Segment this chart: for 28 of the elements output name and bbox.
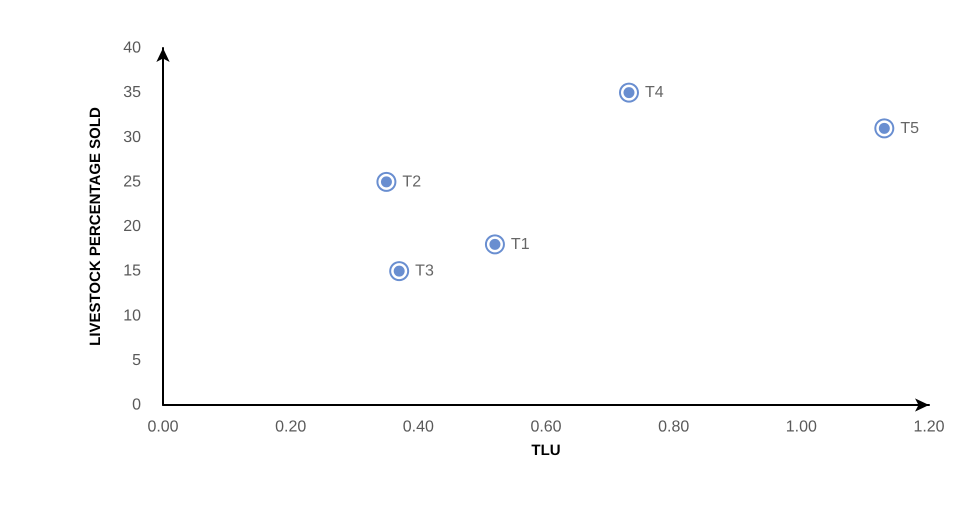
point: [874, 118, 894, 138]
annotation: T4: [644, 84, 664, 102]
point: [389, 261, 410, 282]
point: [376, 172, 396, 192]
annotation: T1: [510, 236, 530, 253]
y-tick-label: 10: [123, 307, 142, 324]
x-axis-title: TLU: [531, 442, 561, 459]
x-tick-label: 0.40: [402, 418, 434, 436]
y-tick-label: 25: [123, 173, 142, 190]
y-tick-label: 40: [123, 40, 142, 56]
x-tick-label: 0.20: [275, 418, 306, 436]
x-tick-label: 0.80: [658, 418, 690, 436]
y-tick-label: 30: [123, 128, 142, 146]
annotation: T3: [415, 262, 434, 280]
annotation: T2: [402, 173, 422, 190]
y-tick-label: 20: [123, 218, 142, 235]
x-tick-label: 0.00: [147, 418, 179, 436]
point: [619, 82, 639, 103]
annotation: T5: [900, 120, 920, 137]
y-axis-title: LIVESTOCK PERCENTAGE SOLD: [87, 107, 104, 346]
x-tick-label: 1.20: [913, 418, 945, 436]
y-tick-label: 0: [132, 396, 142, 414]
x-tick-label: 0.60: [530, 418, 562, 436]
y-tick-label: 5: [132, 352, 142, 369]
point: [484, 234, 505, 254]
y-tick-label: 15: [123, 262, 142, 280]
y-tick-label: 35: [123, 84, 142, 102]
x-tick-label: 1.00: [786, 418, 818, 436]
